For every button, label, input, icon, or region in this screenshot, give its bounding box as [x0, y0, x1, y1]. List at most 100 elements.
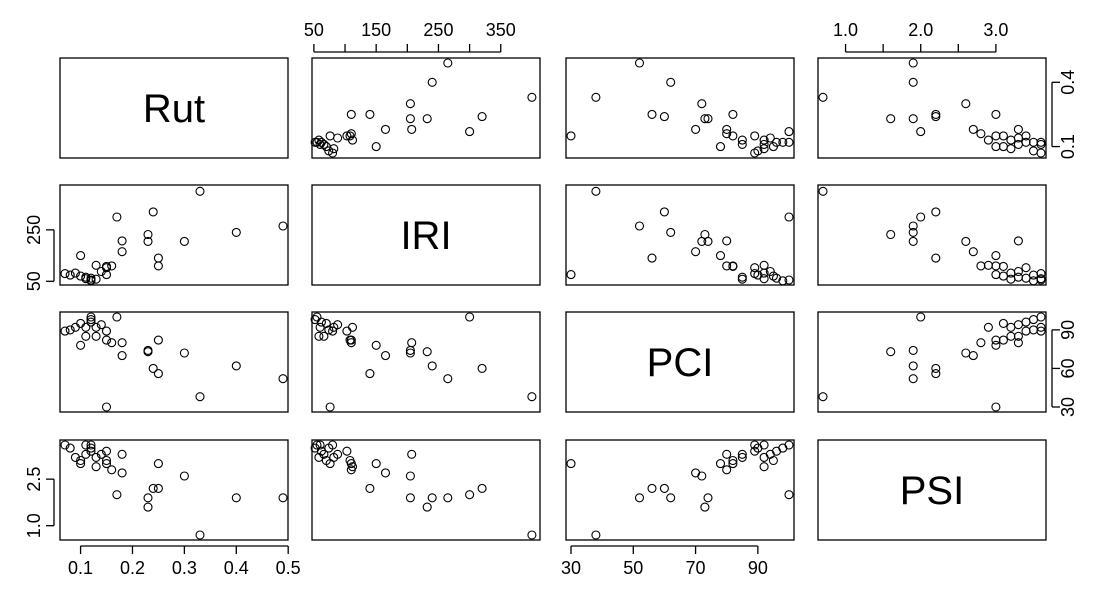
data-point	[722, 236, 732, 246]
top-axis-psi: 1.0 2.0 3.0	[833, 20, 1008, 53]
data-point	[768, 455, 778, 466]
data-point	[771, 137, 782, 147]
data-point	[91, 274, 101, 284]
panel-rut-vs-rut: Rut	[59, 57, 289, 159]
data-point	[231, 493, 241, 503]
data-point	[1028, 315, 1039, 325]
data-point	[968, 124, 978, 134]
panel-frame	[565, 184, 795, 286]
data-point	[784, 212, 794, 222]
data-point	[908, 77, 918, 87]
data-point	[998, 271, 1008, 281]
data-point	[1021, 273, 1031, 283]
data-point	[566, 131, 576, 141]
panel-iri-vs-iri: IRI	[311, 184, 541, 286]
data-point	[422, 502, 432, 512]
data-point	[148, 207, 158, 217]
data-point	[405, 348, 415, 358]
data-point	[666, 227, 676, 237]
tick-label: 50	[623, 558, 643, 578]
data-point	[342, 131, 352, 141]
data-point	[931, 253, 941, 263]
data-point	[1006, 144, 1016, 154]
data-point	[659, 207, 669, 217]
data-point	[1013, 124, 1023, 134]
data-point	[316, 317, 326, 327]
data-point	[81, 440, 91, 450]
data-point	[722, 465, 732, 475]
data-point	[931, 363, 941, 373]
data-point	[65, 443, 75, 453]
tick-label: 250	[24, 215, 44, 245]
data-point	[405, 345, 415, 355]
data-point	[1036, 312, 1046, 322]
data-point	[908, 361, 918, 371]
data-point	[101, 263, 112, 273]
data-point	[319, 331, 329, 341]
right-axis-pci: 30 60 90	[1051, 320, 1078, 417]
data-point	[345, 131, 355, 141]
data-point	[278, 374, 288, 384]
tick-label: 0.2	[120, 558, 145, 578]
data-point	[101, 402, 112, 412]
data-point	[908, 345, 918, 355]
data-point	[765, 133, 775, 143]
data-point	[179, 236, 189, 246]
tick-label: 2.5	[24, 467, 44, 492]
data-point	[422, 347, 432, 357]
data-point	[991, 251, 1001, 261]
data-point	[96, 449, 106, 459]
data-point	[916, 312, 926, 322]
panel-psi-vs-pci	[565, 439, 795, 541]
data-point	[566, 270, 576, 280]
data-point	[591, 186, 601, 196]
data-point	[737, 272, 747, 282]
data-point	[1021, 317, 1031, 327]
tick-label: 1.0	[833, 20, 858, 40]
data-point	[179, 348, 189, 358]
data-point	[324, 325, 334, 335]
data-point	[86, 440, 96, 450]
data-point	[759, 274, 769, 284]
data-point	[153, 483, 163, 493]
panel-psi-vs-iri	[310, 439, 541, 541]
panel-iri-vs-pci	[565, 184, 795, 286]
data-point	[231, 227, 241, 237]
data-point	[86, 273, 96, 283]
data-point	[76, 271, 86, 281]
data-point	[465, 312, 475, 322]
data-point	[1028, 270, 1039, 280]
data-point	[477, 112, 487, 122]
data-point	[70, 452, 80, 462]
data-point	[659, 483, 669, 493]
data-point	[1013, 236, 1023, 246]
data-point	[634, 493, 645, 503]
data-point	[765, 449, 775, 459]
panel-frame	[59, 439, 289, 541]
data-point	[342, 446, 352, 456]
data-point	[566, 459, 576, 469]
data-point	[148, 363, 158, 373]
data-point	[371, 459, 381, 469]
data-point	[443, 58, 453, 68]
data-point	[117, 247, 127, 257]
data-point	[325, 459, 335, 469]
data-point	[715, 459, 726, 469]
data-point	[346, 335, 356, 345]
data-point	[737, 135, 747, 145]
data-point	[117, 236, 127, 246]
data-point	[319, 449, 329, 459]
data-point	[153, 253, 163, 263]
data-point	[314, 452, 324, 462]
data-point	[380, 351, 391, 361]
data-point	[1028, 146, 1039, 156]
panel-frame	[817, 311, 1047, 413]
data-point	[1021, 326, 1031, 336]
data-point	[107, 261, 117, 271]
data-point	[908, 114, 918, 124]
data-point	[659, 112, 669, 122]
tick-label: 0.1	[68, 558, 93, 578]
tick-label: 250	[423, 20, 453, 40]
data-point	[346, 459, 356, 469]
data-point	[647, 109, 657, 119]
